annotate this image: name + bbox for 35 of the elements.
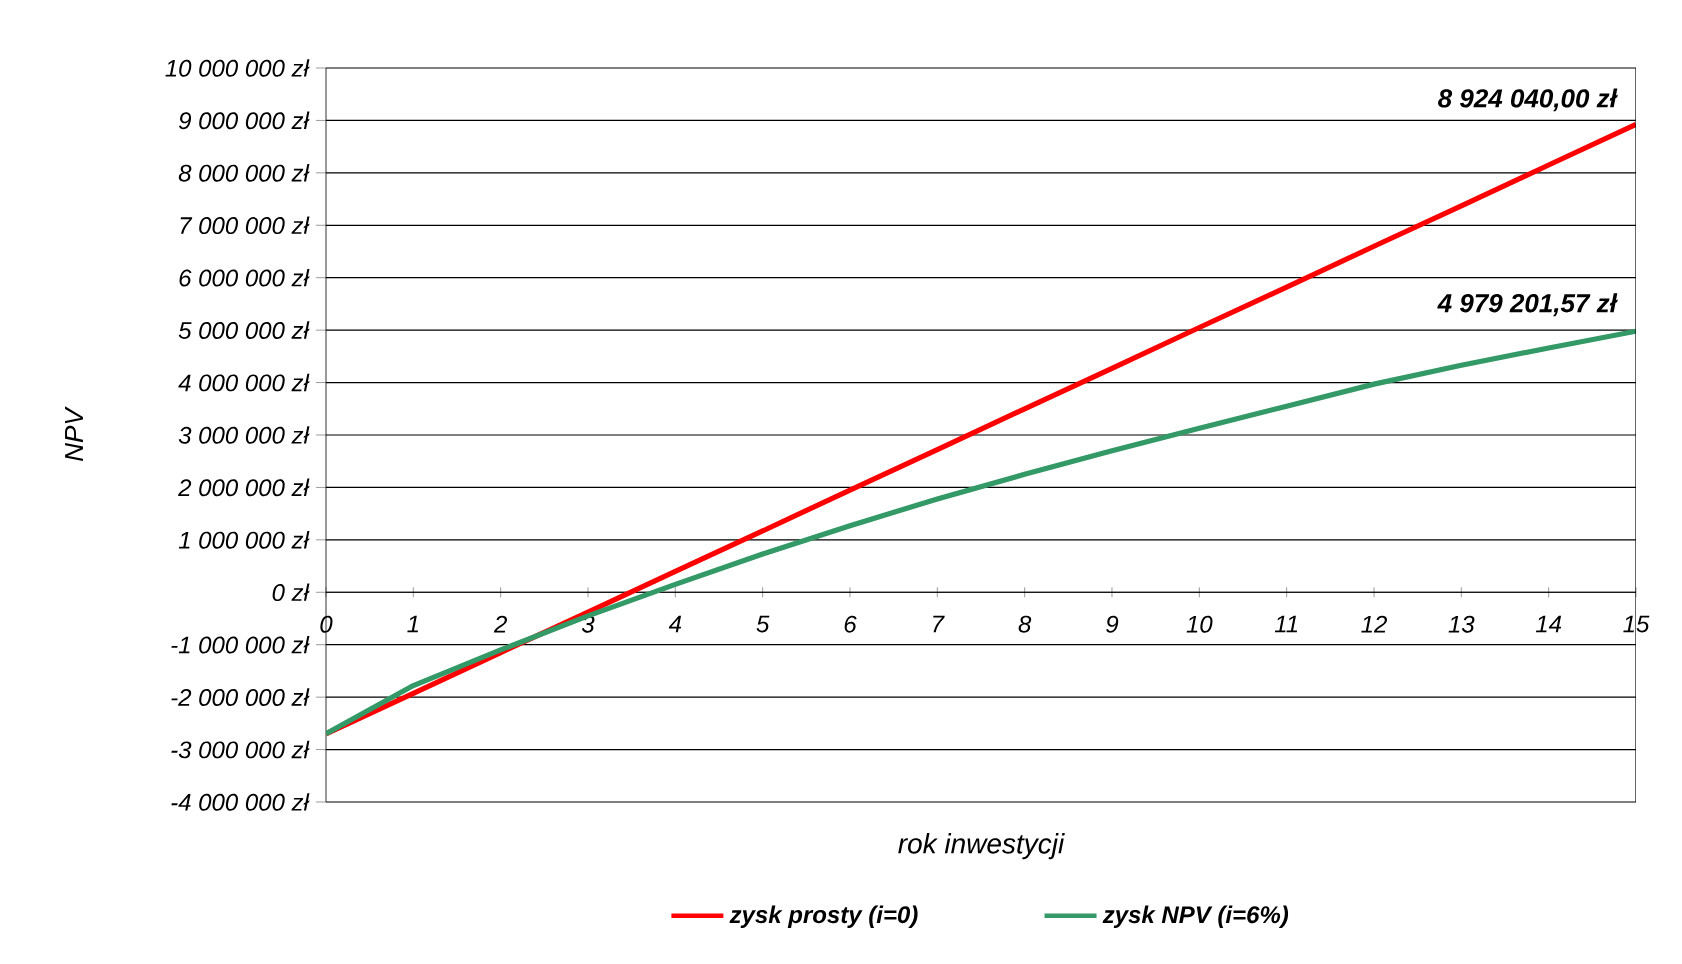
x-tick-label: 14 [1535,615,1562,633]
y-tick-label: -1 000 000 zł [171,635,310,654]
x-tick-label: 10 [1186,615,1213,633]
x-tick-label: 5 [756,615,770,633]
x-tick-label: 12 [1361,615,1387,633]
y-tick-label: 10 000 000 zł [165,59,310,77]
x-tick-label: 1 [407,615,418,633]
y-axis-title: NPV [65,406,83,461]
x-tick-label: 11 [1274,615,1298,633]
y-tick-label: 9 000 000 zł [178,111,310,130]
y-tick-label: 0 zł [272,583,310,602]
y-tick-label: -4 000 000 zł [171,793,310,811]
x-tick-label: 6 [844,615,857,633]
x-tick-label: 8 [1018,615,1032,633]
y-tick-label: 8 000 000 zł [178,164,310,182]
x-tick-label: 13 [1448,615,1475,633]
y-tick-label: 6 000 000 zł [179,268,310,287]
y-tick-label: 3 000 000 zł [178,426,310,444]
y-tick-label: 4 000 000 zł [178,373,310,392]
annotation: 4 979 201,57 zł [1437,293,1618,317]
y-tick-label: 7 000 000 zł [180,216,310,235]
x-tick-label: 4 [668,615,682,633]
x-tick-label: 2 [493,615,507,633]
annotation: 8 924 040,00 zł [1438,88,1618,112]
y-tick-label: -3 000 000 zł [171,740,310,759]
legend-label: zysk prosty (i=0) [729,905,918,928]
y-tick-label: -2 000 000 zł [171,688,310,706]
x-tick-label: 0 [320,615,333,633]
legend-label: zysk NPV (i=6%) [1102,905,1289,928]
x-tick-label: 9 [1106,615,1119,633]
x-tick-label: 7 [933,615,945,633]
y-tick-label: 2 000 000 zł [178,478,310,497]
y-tick-label: 1 000 000 zł [178,531,310,549]
x-axis-title: rok inwestycji [898,833,1065,860]
y-tick-label: 5 000 000 zł [178,321,310,339]
